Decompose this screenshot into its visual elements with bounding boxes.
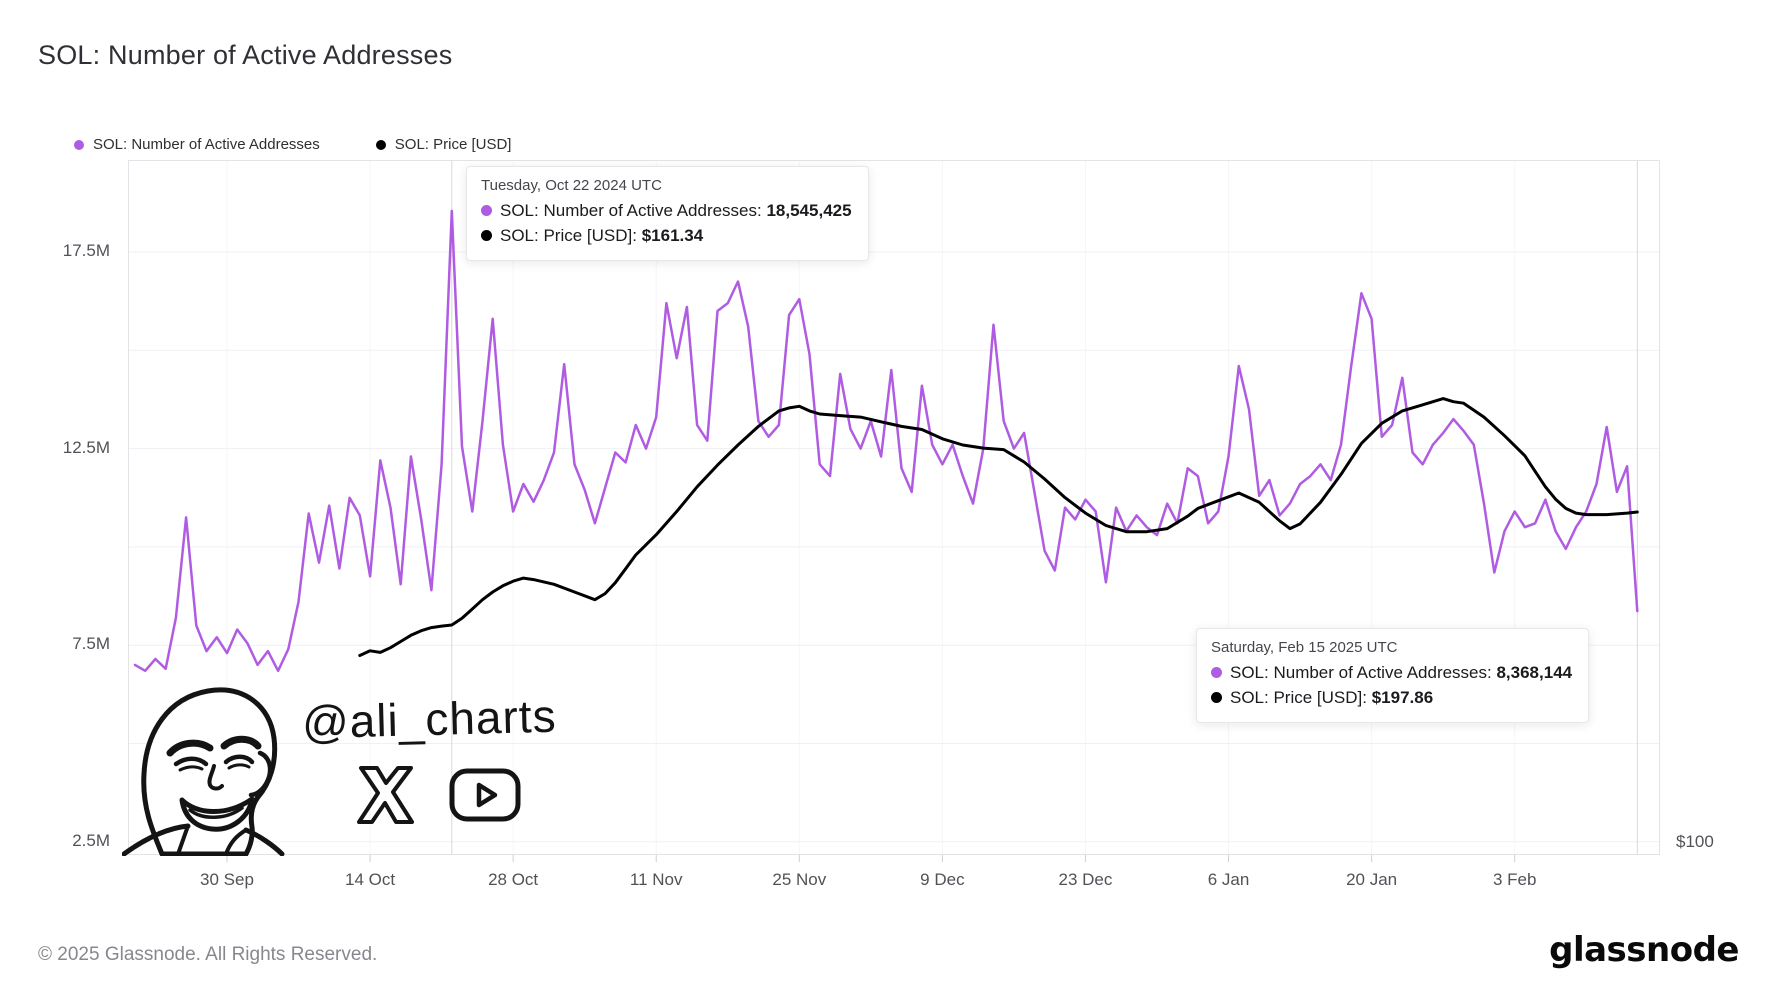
- legend-item-price[interactable]: SOL: Price [USD]: [375, 136, 512, 153]
- tooltip-series-value: $197.86: [1371, 688, 1434, 707]
- series-dot-price: [1211, 692, 1222, 703]
- legend-dot-price: [375, 139, 386, 150]
- legend-label-price: SOL: Price [USD]: [394, 136, 512, 153]
- legend-item-active-addresses[interactable]: SOL: Number of Active Addresses: [74, 136, 320, 153]
- y-tick-label: 17.5M: [62, 241, 110, 260]
- y-tick-label: 2.5M: [72, 830, 110, 850]
- x-tick-label: 25 Nov: [772, 870, 827, 889]
- x-tick-label: 14 Oct: [345, 870, 396, 889]
- tooltip-row-addresses: SOL: Number of Active Addresses 8,368,14…: [1211, 660, 1572, 685]
- footer-copyright: © 2025 Glassnode. All Rights Reserved.: [38, 944, 378, 965]
- tooltip-series-value: 8,368,144: [1496, 663, 1573, 682]
- series-line[interactable]: [358, 397, 1639, 657]
- y-tick-label: 12.5M: [62, 437, 110, 457]
- youtube-logo-icon: [449, 768, 521, 822]
- tooltip-series-label: SOL: Price [USD]: [1230, 685, 1372, 710]
- x-tick-label: 9 Dec: [920, 870, 965, 889]
- x-logo-icon: [357, 766, 414, 824]
- tooltip-oct-22: Tuesday, Oct 22 2024 UTC SOL: Number of …: [466, 166, 869, 261]
- legend-label-addresses: SOL: Number of Active Addresses: [93, 136, 320, 153]
- glassnode-logo: glassnode: [1549, 930, 1739, 970]
- series-dot-price: [481, 230, 492, 241]
- series-dot-addresses: [1211, 667, 1222, 678]
- y-tick-label: 7.5M: [72, 634, 110, 654]
- x-tick-label: 11 Nov: [629, 870, 683, 889]
- x-tick-label: 20 Jan: [1346, 870, 1398, 889]
- tooltip-row-addresses: SOL: Number of Active Addresses 18,545,4…: [481, 198, 852, 223]
- x-tick-label: 30 Sep: [200, 870, 254, 889]
- tooltip-series-label: SOL: Number of Active Addresses: [1230, 660, 1496, 685]
- x-tick-label: 3 Feb: [1492, 870, 1537, 889]
- right-axis-price-label: $100: [1676, 832, 1714, 851]
- tooltip-date: Saturday, Feb 15 2025 UTC: [1211, 639, 1398, 656]
- x-tick-label: 6 Jan: [1207, 870, 1250, 889]
- tooltip-feb-15: Saturday, Feb 15 2025 UTC SOL: Number of…: [1196, 628, 1590, 723]
- x-tick-label: 28 Oct: [488, 870, 539, 889]
- tooltip-row-price: SOL: Price [USD] $161.34: [481, 223, 852, 248]
- page-title: SOL: Number of Active Addresses: [38, 40, 453, 70]
- series-dot-addresses: [481, 205, 492, 216]
- tooltip-series-label: SOL: Price [USD]: [500, 223, 642, 248]
- legend-dot-addresses: [74, 139, 84, 150]
- tooltip-series-label: SOL: Number of Active Addresses: [500, 198, 766, 223]
- tooltip-row-price: SOL: Price [USD] $197.86: [1211, 685, 1572, 710]
- tooltip-date: Tuesday, Oct 22 2024 UTC: [481, 177, 662, 194]
- tooltip-series-value: $161.34: [641, 226, 704, 245]
- x-tick-label: 23 Dec: [1058, 870, 1113, 889]
- watermark-face-drawing: [122, 687, 285, 856]
- tooltip-series-value: 18,545,425: [766, 201, 852, 220]
- series-line[interactable]: [133, 209, 1639, 673]
- watermark-handle: @ali_charts: [301, 689, 558, 749]
- chart-plot[interactable]: [128, 160, 1660, 872]
- chart-legend: SOL: Number of Active Addresses SOL: Pri…: [74, 136, 511, 153]
